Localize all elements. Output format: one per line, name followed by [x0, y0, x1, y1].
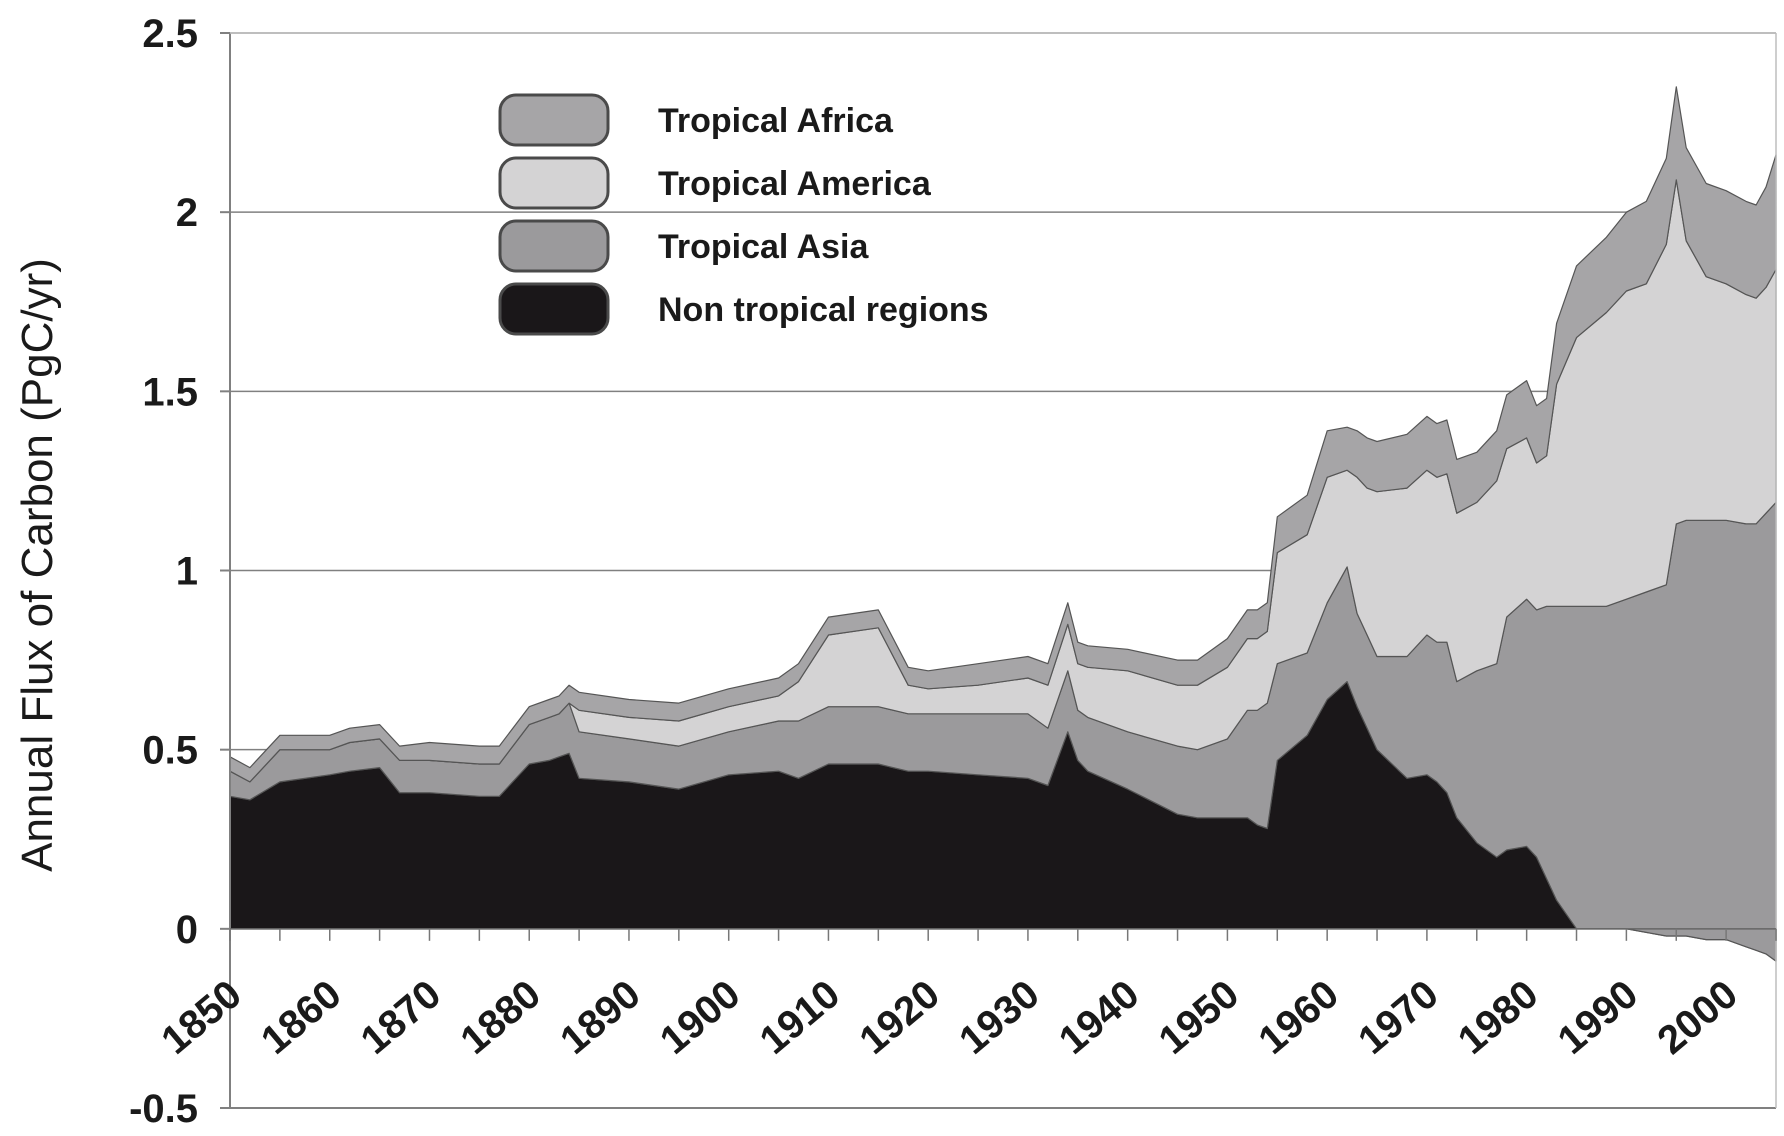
y-axis-label: Annual Flux of Carbon (PgC/yr) [13, 258, 62, 872]
y-tick-label: 2.5 [142, 12, 198, 56]
x-tick-label: 1960 [1250, 972, 1346, 1063]
legend-label-non-tropical-regions: Non tropical regions [658, 291, 989, 329]
x-tick-label: 1940 [1051, 972, 1147, 1063]
x-tick-label: 1930 [951, 972, 1047, 1063]
x-tick-label: 1850 [153, 972, 249, 1063]
y-tick-label: -0.5 [129, 1087, 198, 1131]
x-tick-label: 1880 [453, 972, 549, 1063]
x-tick-label: 2000 [1649, 972, 1745, 1063]
legend-label-tropical-america: Tropical America [658, 165, 932, 203]
legend-label-tropical-asia: Tropical Asia [658, 228, 869, 266]
x-tick-label: 1970 [1350, 972, 1446, 1063]
y-tick-label: 0.5 [142, 729, 198, 773]
legend-swatch-tropical-africa [498, 93, 610, 147]
y-tick-label: 0 [176, 908, 198, 952]
legend-swatch-tropical-asia [498, 219, 610, 273]
x-tick-label: 1900 [652, 972, 748, 1063]
y-tick-label: 2 [176, 191, 198, 235]
x-tick-label: 1860 [253, 972, 349, 1063]
x-tick-labels: 1850 1860 1870 1880 1890 1900 1910 1920 1930 1940… [153, 972, 1746, 1063]
x-tick-label: 1890 [552, 972, 648, 1063]
y-tick-labels: -0.5 0 0.5 1 1.5 2 2.5 [129, 12, 198, 1131]
area-series [229, 86, 1777, 962]
axes [220, 32, 1777, 1109]
x-tick-label: 1990 [1550, 972, 1646, 1063]
legend-label-tropical-africa: Tropical Africa [658, 102, 894, 140]
x-tick-label: 1920 [852, 972, 948, 1063]
x-tick-label: 1950 [1151, 972, 1247, 1063]
x-tick-label: 1910 [752, 972, 848, 1063]
legend-swatch-non-tropical-regions [498, 282, 610, 336]
y-tick-label: 1 [176, 550, 198, 594]
x-tick-label: 1980 [1450, 972, 1546, 1063]
legend: Tropical Africa Tropical America Tropical … [498, 93, 989, 336]
legend-swatch-tropical-america [498, 156, 610, 210]
y-tick-label: 1.5 [142, 370, 198, 414]
x-tick-label: 1870 [353, 972, 449, 1063]
